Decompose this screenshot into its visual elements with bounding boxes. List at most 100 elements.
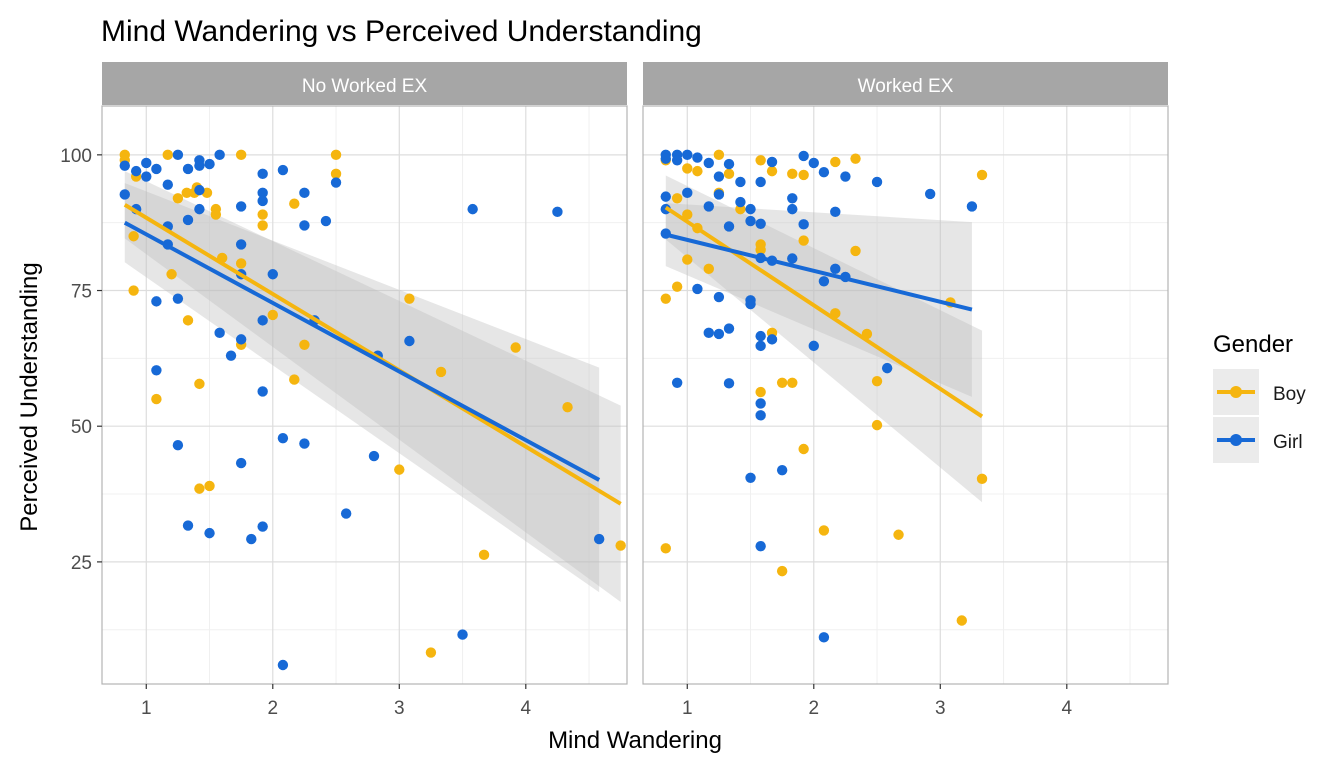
data-point-girl bbox=[214, 149, 225, 161]
data-point-boy bbox=[182, 315, 194, 326]
data-point-girl bbox=[682, 187, 693, 199]
data-point-girl bbox=[692, 283, 703, 295]
data-point-boy bbox=[976, 169, 988, 181]
data-point-boy bbox=[766, 165, 778, 177]
data-point-boy bbox=[166, 269, 177, 280]
panel-1: No Worked EX 1 2 3 4 25 50 75 100 bbox=[60, 62, 628, 719]
y-tick-label: 25 bbox=[71, 553, 92, 574]
y-tick-label: 75 bbox=[71, 282, 92, 303]
data-point-girl bbox=[257, 195, 268, 207]
y-axis-label: Perceived Understanding bbox=[16, 262, 43, 532]
data-point-boy bbox=[435, 366, 447, 378]
data-point-girl bbox=[713, 189, 725, 200]
legend-title: Gender bbox=[1213, 331, 1293, 358]
data-point-girl bbox=[299, 220, 310, 231]
data-point-boy bbox=[755, 244, 766, 256]
data-point-girl bbox=[277, 164, 289, 176]
data-point-girl bbox=[182, 163, 194, 175]
data-point-girl bbox=[755, 218, 766, 229]
data-point-girl bbox=[798, 150, 809, 162]
data-point-girl bbox=[924, 188, 936, 200]
data-point-girl bbox=[881, 362, 893, 374]
data-point-boy bbox=[257, 220, 268, 231]
data-point-boy bbox=[299, 339, 310, 350]
data-point-girl bbox=[182, 520, 194, 531]
data-point-boy bbox=[723, 168, 735, 180]
data-point-boy bbox=[194, 378, 205, 390]
data-point-girl bbox=[723, 221, 735, 232]
data-point-girl bbox=[246, 533, 257, 545]
x-tick-label: 4 bbox=[521, 698, 532, 719]
data-point-girl bbox=[162, 179, 173, 190]
data-point-boy bbox=[956, 615, 967, 626]
data-point-girl bbox=[141, 157, 152, 169]
data-point-girl bbox=[257, 187, 268, 199]
data-point-girl bbox=[593, 533, 605, 545]
data-point-boy bbox=[682, 254, 693, 265]
data-point-girl bbox=[660, 153, 671, 164]
data-point-girl bbox=[194, 160, 205, 171]
data-point-boy bbox=[776, 565, 788, 577]
data-point-boy bbox=[713, 149, 725, 161]
panel-border bbox=[101, 105, 628, 685]
data-point-girl bbox=[214, 327, 225, 339]
data-point-girl bbox=[267, 269, 278, 280]
data-point-boy bbox=[394, 464, 405, 475]
panel-background bbox=[102, 106, 627, 684]
data-point-boy bbox=[776, 377, 788, 388]
data-point-girl bbox=[808, 157, 819, 169]
data-point-boy bbox=[682, 163, 693, 174]
data-point-boy bbox=[235, 258, 247, 269]
data-point-boy bbox=[478, 549, 490, 561]
data-point-girl bbox=[151, 296, 162, 307]
data-point-girl bbox=[320, 215, 332, 227]
data-point-girl bbox=[818, 167, 830, 178]
data-point-girl bbox=[713, 291, 725, 303]
data-point-girl bbox=[755, 330, 766, 342]
data-point-boy bbox=[798, 235, 809, 246]
x-tick-label: 1 bbox=[682, 698, 693, 719]
data-point-girl bbox=[755, 398, 766, 409]
chart-title: Mind Wandering vs Perceived Understandin… bbox=[101, 15, 702, 48]
data-point-girl bbox=[340, 508, 352, 519]
data-point-boy bbox=[210, 209, 222, 220]
data-point-girl bbox=[368, 450, 380, 462]
data-point-boy bbox=[976, 473, 988, 485]
data-point-girl bbox=[818, 632, 830, 643]
x-tick-label: 1 bbox=[141, 698, 152, 719]
data-point-girl bbox=[755, 340, 766, 352]
data-point-girl bbox=[682, 149, 693, 161]
data-point-girl bbox=[235, 457, 247, 469]
data-point-boy bbox=[871, 375, 883, 387]
data-point-boy bbox=[172, 193, 184, 204]
data-point-girl bbox=[552, 206, 563, 218]
data-point-girl bbox=[830, 206, 841, 218]
x-tick-label: 3 bbox=[394, 698, 405, 719]
data-point-girl bbox=[151, 365, 162, 376]
legend-point-girl bbox=[1230, 434, 1242, 446]
data-point-girl bbox=[130, 165, 142, 177]
data-point-boy bbox=[787, 377, 798, 388]
data-point-girl bbox=[755, 176, 766, 188]
data-point-girl bbox=[182, 214, 194, 226]
data-point-girl bbox=[755, 410, 766, 421]
data-point-girl bbox=[818, 276, 830, 287]
data-point-girl bbox=[703, 327, 714, 339]
data-point-boy bbox=[330, 168, 342, 180]
data-point-boy bbox=[151, 393, 162, 405]
x-tick-label: 4 bbox=[1062, 698, 1073, 719]
data-point-girl bbox=[257, 315, 268, 326]
data-point-girl bbox=[172, 149, 184, 161]
data-point-girl bbox=[703, 201, 714, 212]
data-point-girl bbox=[871, 176, 883, 188]
data-point-boy bbox=[562, 402, 573, 413]
data-point-boy bbox=[615, 540, 626, 551]
fit-line-girl bbox=[123, 220, 601, 482]
data-point-boy bbox=[289, 374, 300, 385]
data-point-girl bbox=[172, 293, 184, 304]
data-point-girl bbox=[745, 203, 756, 215]
fit-line-boy bbox=[123, 203, 622, 506]
data-point-girl bbox=[119, 189, 130, 200]
fit-line-boy bbox=[664, 205, 984, 419]
data-point-boy bbox=[787, 168, 798, 180]
